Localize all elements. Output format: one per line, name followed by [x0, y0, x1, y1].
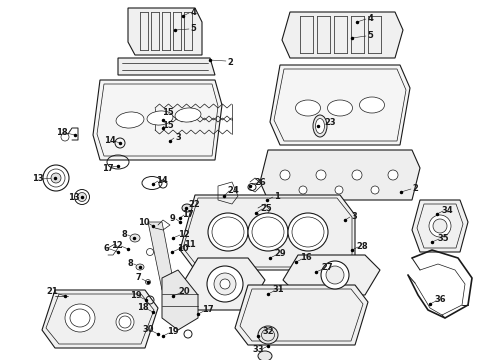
- Ellipse shape: [116, 313, 134, 331]
- Text: 33: 33: [252, 346, 264, 355]
- Text: 7: 7: [135, 274, 141, 283]
- Text: 9: 9: [169, 213, 175, 222]
- Text: 28: 28: [356, 242, 368, 251]
- Polygon shape: [180, 258, 265, 310]
- Text: 12: 12: [111, 240, 123, 249]
- Text: 32: 32: [262, 328, 274, 337]
- Ellipse shape: [77, 193, 87, 202]
- Polygon shape: [283, 255, 380, 295]
- Ellipse shape: [371, 186, 379, 194]
- Polygon shape: [42, 290, 158, 348]
- Polygon shape: [270, 65, 410, 145]
- Ellipse shape: [388, 170, 398, 180]
- Polygon shape: [180, 195, 355, 270]
- Text: 8: 8: [121, 230, 127, 239]
- Text: 21: 21: [46, 288, 58, 297]
- Ellipse shape: [208, 213, 248, 251]
- Ellipse shape: [326, 266, 344, 284]
- Text: 4: 4: [190, 8, 196, 17]
- Ellipse shape: [258, 326, 278, 344]
- Text: 35: 35: [437, 234, 449, 243]
- Text: 6: 6: [103, 243, 109, 252]
- Text: 13: 13: [32, 174, 44, 183]
- Text: 13: 13: [68, 193, 80, 202]
- Polygon shape: [118, 58, 215, 75]
- Polygon shape: [282, 12, 403, 58]
- Ellipse shape: [299, 186, 307, 194]
- Text: 17: 17: [202, 306, 214, 315]
- Ellipse shape: [429, 215, 451, 237]
- Ellipse shape: [360, 97, 385, 113]
- Polygon shape: [412, 200, 468, 252]
- Text: 19: 19: [167, 328, 179, 337]
- Text: 3: 3: [175, 132, 181, 141]
- Text: 25: 25: [260, 203, 272, 212]
- Text: 30: 30: [142, 325, 154, 334]
- Text: 34: 34: [441, 206, 453, 215]
- Polygon shape: [235, 285, 368, 345]
- Polygon shape: [148, 222, 175, 290]
- Ellipse shape: [147, 111, 173, 125]
- Text: 2: 2: [412, 184, 418, 193]
- Ellipse shape: [321, 261, 349, 289]
- Text: 17: 17: [102, 163, 114, 172]
- Ellipse shape: [175, 108, 201, 122]
- Text: 19: 19: [130, 292, 142, 301]
- Polygon shape: [128, 8, 202, 55]
- Text: 29: 29: [274, 249, 286, 258]
- Text: 4: 4: [367, 14, 373, 23]
- Ellipse shape: [288, 213, 328, 251]
- Text: 16: 16: [300, 253, 312, 262]
- Text: 12: 12: [178, 230, 190, 239]
- Text: 18: 18: [137, 303, 149, 312]
- Text: 31: 31: [272, 285, 284, 294]
- Text: 18: 18: [56, 127, 68, 136]
- Ellipse shape: [335, 186, 343, 194]
- Polygon shape: [260, 150, 420, 200]
- Text: 24: 24: [227, 185, 239, 194]
- Text: 23: 23: [324, 117, 336, 126]
- Text: 5: 5: [367, 31, 373, 40]
- Text: 27: 27: [321, 264, 333, 273]
- Text: 22: 22: [188, 199, 200, 208]
- Ellipse shape: [136, 264, 144, 270]
- Text: 36: 36: [434, 296, 446, 305]
- Polygon shape: [93, 80, 222, 160]
- Text: 10: 10: [177, 243, 189, 252]
- Text: 10: 10: [138, 217, 150, 226]
- Text: 8: 8: [127, 258, 133, 267]
- Ellipse shape: [280, 170, 290, 180]
- Ellipse shape: [65, 304, 95, 332]
- Text: 11: 11: [184, 239, 196, 248]
- Text: 20: 20: [178, 288, 190, 297]
- Polygon shape: [162, 270, 198, 330]
- Text: 14: 14: [104, 135, 116, 144]
- Ellipse shape: [295, 100, 320, 116]
- Ellipse shape: [352, 170, 362, 180]
- Ellipse shape: [182, 204, 192, 212]
- Ellipse shape: [313, 115, 327, 137]
- Text: 2: 2: [227, 58, 233, 67]
- Ellipse shape: [316, 118, 324, 134]
- Text: 3: 3: [351, 212, 357, 220]
- Ellipse shape: [248, 213, 288, 251]
- Ellipse shape: [130, 234, 140, 242]
- Ellipse shape: [214, 273, 236, 295]
- Ellipse shape: [258, 351, 272, 360]
- Text: 15: 15: [162, 108, 174, 117]
- Text: 17: 17: [182, 210, 194, 219]
- Text: 14: 14: [156, 176, 168, 185]
- Ellipse shape: [433, 219, 447, 233]
- Ellipse shape: [220, 279, 230, 289]
- Ellipse shape: [51, 173, 61, 183]
- Ellipse shape: [116, 112, 144, 128]
- Text: 5: 5: [190, 23, 196, 32]
- Ellipse shape: [327, 100, 352, 116]
- Text: 26: 26: [254, 177, 266, 186]
- Text: 15: 15: [162, 121, 174, 130]
- Ellipse shape: [316, 170, 326, 180]
- Ellipse shape: [207, 266, 243, 302]
- Text: 1: 1: [274, 192, 280, 201]
